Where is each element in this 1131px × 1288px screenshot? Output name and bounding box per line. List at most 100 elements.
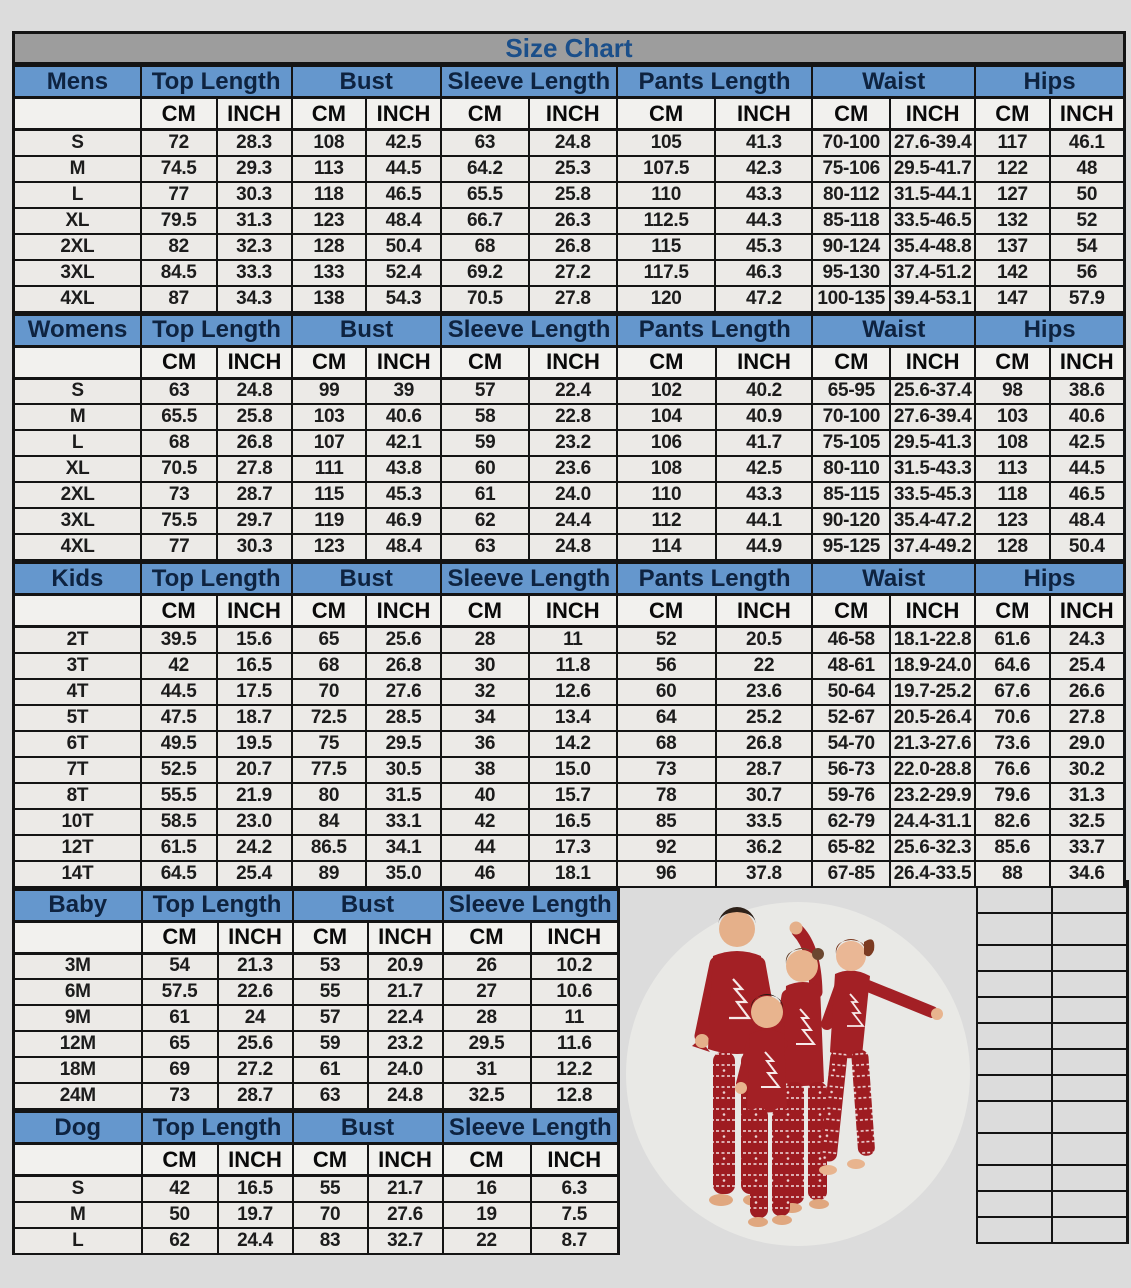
figure-boy <box>735 994 792 1227</box>
value-cell: 21.7 <box>366 1174 444 1203</box>
value-cell: 108 <box>290 128 368 157</box>
value-cell: 67.6 <box>974 677 1051 706</box>
value-cell: 33.7 <box>1048 833 1126 862</box>
unit-header: CM <box>291 1142 369 1177</box>
value-cell: 64.6 <box>974 651 1051 680</box>
value-cell: 21.7 <box>366 978 444 1006</box>
empty-cell <box>976 1074 1053 1102</box>
value-cell: 72.5 <box>290 703 368 732</box>
value-cell: 55 <box>291 978 369 1006</box>
value-cell: 61.6 <box>974 625 1051 654</box>
size-label: L <box>11 180 142 209</box>
size-row-s: S 72 28.3 108 42.5 63 24.8 105 41.3 70-100 27.6-39… <box>11 128 1126 157</box>
value-cell: 53 <box>291 952 369 980</box>
size-label: 18M <box>12 1056 143 1084</box>
value-cell: 56-73 <box>811 755 892 784</box>
value-cell: 123 <box>290 206 368 235</box>
unit-header: CM <box>290 593 368 628</box>
chart-title: Size Chart <box>505 32 633 63</box>
value-cell: 27.6 <box>365 677 442 706</box>
value-cell: 46.9 <box>365 507 443 535</box>
size-label: 24M <box>12 1082 143 1110</box>
group-header: Sleeve Length <box>441 1110 620 1145</box>
value-cell: 30.5 <box>365 755 442 784</box>
size-row-4t: 4T 44.5 17.5 70 27.6 32 12.6 60 23.6 50-64 19.7-25… <box>11 677 1126 706</box>
chart-title-bar: Size Chart <box>12 31 1126 64</box>
empty-grid-row <box>976 1132 1129 1166</box>
value-cell: 43.3 <box>714 180 814 209</box>
value-cell: 25.6-37.4 <box>889 377 977 405</box>
value-cell: 118 <box>974 481 1051 509</box>
value-cell: 22 <box>441 1226 532 1255</box>
value-cell: 26.8 <box>365 651 442 680</box>
section-name: Baby <box>12 887 143 923</box>
value-cell: 84 <box>290 807 368 836</box>
value-cell: 44.5 <box>365 154 442 183</box>
value-cell: 70.6 <box>974 703 1051 732</box>
unit-header: INCH <box>527 96 618 131</box>
value-cell: 42.1 <box>365 429 443 457</box>
value-cell: 69.2 <box>439 258 530 287</box>
value-cell: 24.0 <box>366 1056 444 1084</box>
value-cell: 37.4-51.2 <box>889 258 977 287</box>
value-cell: 40 <box>439 781 530 810</box>
value-cell: 31.5-44.1 <box>889 180 977 209</box>
size-row-3t: 3T 42 16.5 68 26.8 30 11.8 56 22 48-61 18.9-24.0 64… <box>11 651 1126 680</box>
section-name: Kids <box>11 561 142 596</box>
value-cell: 24.2 <box>215 833 293 862</box>
value-cell: 77.5 <box>290 755 368 784</box>
value-cell: 30 <box>439 651 530 680</box>
group-header: Top Length <box>139 561 293 596</box>
value-cell: 42.3 <box>714 154 814 183</box>
size-row-s: S 63 24.8 99 39 57 22.4 102 40.2 65-95 25.6-37.4 98… <box>12 377 1126 405</box>
value-cell: 34.1 <box>365 833 442 862</box>
value-cell: 33.3 <box>215 258 293 287</box>
value-cell: 65-95 <box>811 377 892 405</box>
size-row-12m: 12M 65 25.6 59 23.2 29.5 11.6 <box>12 1030 620 1058</box>
value-cell: 26.8 <box>216 429 293 457</box>
value-cell: 68 <box>140 429 218 457</box>
value-cell: 42.5 <box>365 128 442 157</box>
value-cell: 52.5 <box>139 755 218 784</box>
unit-header-row: CM INCH CM INCH CM INCH CM INCH CM INCH CM INCH <box>11 593 1126 628</box>
group-header: Pants Length <box>615 561 814 596</box>
value-cell: 119 <box>290 507 368 535</box>
value-cell: 15.7 <box>527 781 618 810</box>
value-cell: 8.7 <box>529 1226 620 1255</box>
unit-header: CM <box>439 96 530 131</box>
value-cell: 29.5-41.7 <box>889 154 977 183</box>
value-cell: 80-112 <box>811 180 892 209</box>
value-cell: 73.6 <box>974 729 1051 758</box>
value-cell: 15.0 <box>527 755 618 784</box>
unit-header: CM <box>616 345 717 380</box>
value-cell: 75-106 <box>811 154 892 183</box>
value-cell: 30.3 <box>216 533 293 561</box>
value-cell: 22 <box>714 651 814 680</box>
size-label: 7T <box>11 755 142 784</box>
value-cell: 99 <box>290 377 368 405</box>
unit-header-row: CM INCH CM INCH CM INCH CM INCH CM INCH CM INCH <box>11 96 1126 131</box>
value-cell: 62-79 <box>811 807 892 836</box>
value-cell: 28.7 <box>714 755 814 784</box>
empty-cell <box>1051 1164 1129 1192</box>
value-cell: 25.8 <box>216 403 293 431</box>
value-cell: 33.5-45.3 <box>889 481 977 509</box>
value-cell: 15.6 <box>215 625 293 654</box>
empty-grid-row <box>976 1164 1129 1192</box>
value-cell: 45.3 <box>365 481 443 509</box>
unit-header: CM <box>291 920 369 955</box>
size-row-5t: 5T 47.5 18.7 72.5 28.5 34 13.4 64 25.2 52-67 20.5-… <box>11 703 1126 732</box>
group-header: Waist <box>811 312 977 348</box>
value-cell: 28.3 <box>215 128 293 157</box>
value-cell: 112 <box>616 507 717 535</box>
unit-header: INCH <box>1048 96 1126 131</box>
section-name: Womens <box>12 312 143 348</box>
value-cell: 98 <box>974 377 1051 405</box>
value-cell: 25.6 <box>216 1030 294 1058</box>
value-cell: 72 <box>139 128 218 157</box>
empty-cell <box>1051 970 1129 998</box>
value-cell: 25.6-32.3 <box>889 833 976 862</box>
value-cell: 31.3 <box>215 206 293 235</box>
group-header: Waist <box>811 64 977 99</box>
